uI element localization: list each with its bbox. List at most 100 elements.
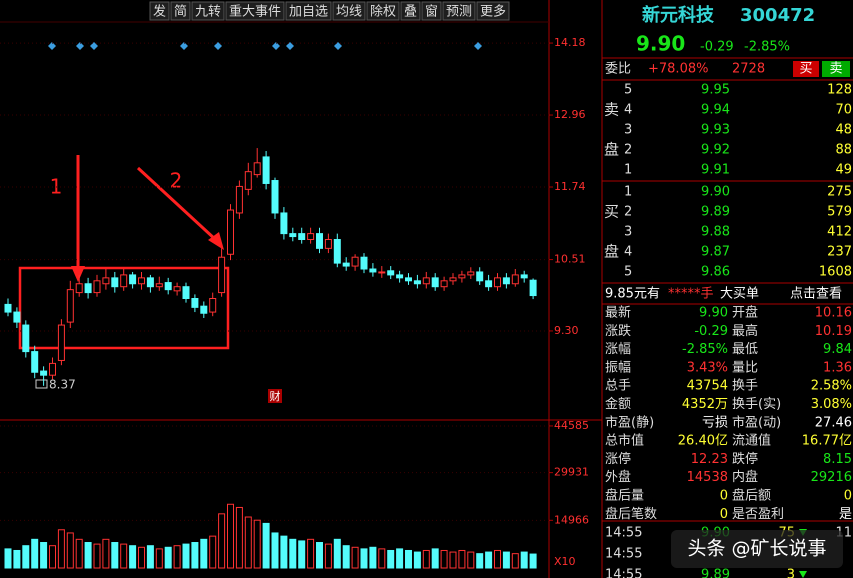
toolbar-label[interactable]: 除权 <box>370 4 396 20</box>
level: 4 <box>624 245 632 260</box>
buy-label[interactable]: 买 <box>799 62 812 77</box>
arrow-head <box>71 266 85 282</box>
volume-bar <box>182 543 190 569</box>
candle-body <box>422 277 430 285</box>
stat-value: 27.46 <box>815 415 852 430</box>
toolbar-button[interactable] <box>400 1 421 21</box>
toolbar-label[interactable]: 叠 <box>404 5 417 20</box>
toolbar-label[interactable]: 预测 <box>446 5 472 20</box>
stat-value: 43754 <box>687 379 728 394</box>
volume-bar <box>316 542 323 569</box>
candle-body <box>13 311 21 323</box>
candle-body <box>369 268 377 273</box>
sell-button[interactable] <box>822 61 850 77</box>
order-volume: 49 <box>835 163 852 178</box>
order-volume: 128 <box>827 83 852 98</box>
volume-bar <box>244 516 252 569</box>
stat-value: 0 <box>720 507 728 522</box>
volume-bar <box>84 542 92 569</box>
stat-label: 开盘 <box>732 305 758 321</box>
toolbar-label[interactable]: 九转 <box>195 5 221 20</box>
toolbar-label[interactable]: 发 <box>153 4 166 20</box>
stat-label: 金额 <box>605 396 631 412</box>
pct: -2.85% <box>744 40 790 55</box>
volume-bar <box>271 532 279 569</box>
volume-bar <box>324 543 332 569</box>
volume-bar <box>529 553 537 569</box>
candle-body <box>253 162 261 176</box>
toolbar-button[interactable] <box>476 1 510 21</box>
buy-button[interactable] <box>793 61 819 77</box>
toolbar-label[interactable]: 更多 <box>480 4 506 20</box>
volume-bar <box>235 506 243 569</box>
volume-bar <box>467 551 475 569</box>
arrow-2 <box>136 166 218 242</box>
stat-label: 量比 <box>732 360 758 375</box>
volume-bar <box>405 549 412 569</box>
volume-bar <box>289 538 297 569</box>
toolbar-button[interactable] <box>421 1 442 21</box>
volume-bar <box>494 549 501 569</box>
stat-value: 1.36 <box>823 360 852 375</box>
toolbar-button[interactable] <box>170 1 191 21</box>
sell-label[interactable]: 卖 <box>829 62 842 77</box>
order-price: 9.88 <box>701 225 730 240</box>
y-tick-label: 10.51 <box>554 253 586 266</box>
toolbar-button[interactable] <box>149 1 170 21</box>
toolbar-label[interactable]: 均线 <box>336 5 362 20</box>
volume-bar <box>102 538 110 569</box>
volume-bar <box>155 548 163 569</box>
candle-body <box>40 370 48 376</box>
candle-body <box>235 185 243 214</box>
candle-body <box>449 277 457 282</box>
candle-body <box>440 280 448 288</box>
volume-bar <box>146 545 154 569</box>
stat-label: 跌停 <box>732 451 758 467</box>
toolbar-label[interactable]: 简 <box>174 4 187 20</box>
toolbar-button[interactable] <box>442 1 476 21</box>
volume-bar <box>191 542 199 569</box>
toolbar-button[interactable] <box>332 1 366 21</box>
toolbar-label[interactable]: 重大事件 <box>229 4 281 20</box>
candle-body <box>467 271 475 276</box>
toolbar-button[interactable] <box>366 1 400 21</box>
stat-value: 10.19 <box>815 324 852 339</box>
toolbar-button[interactable] <box>285 1 332 21</box>
volume-bar <box>75 538 83 569</box>
big-order-type: 大买单 <box>720 287 759 302</box>
candle-body <box>316 233 323 249</box>
trade-time: 14:55 <box>605 568 642 578</box>
volume-bar <box>49 545 56 569</box>
volume-bar <box>13 549 21 569</box>
volume-bar <box>164 546 172 569</box>
order-volume: 275 <box>827 185 852 200</box>
candle-body <box>57 324 65 361</box>
toolbar-label[interactable]: 窗 <box>425 4 438 20</box>
candle-body <box>342 262 350 267</box>
stat-label: 总市值 <box>605 433 644 449</box>
candle-body <box>405 277 412 282</box>
annotation: 2 <box>170 169 183 193</box>
order-volume: 412 <box>827 225 852 240</box>
stat-value: 8.15 <box>823 452 852 467</box>
candle-body <box>298 233 306 241</box>
toolbar-button[interactable] <box>225 1 285 21</box>
level: 5 <box>624 265 632 280</box>
ratio-label: 委比 <box>605 62 631 77</box>
big-order-stars: *****手 <box>668 287 714 302</box>
toolbar-button[interactable] <box>191 1 225 21</box>
volume-bar <box>422 549 430 569</box>
volume-bar <box>280 535 288 569</box>
candle-body <box>413 280 421 285</box>
toolbar-label[interactable]: 加自选 <box>289 5 328 20</box>
candle-body <box>191 298 199 308</box>
order-price: 9.86 <box>701 265 730 280</box>
y-tick-label: 9.30 <box>554 324 579 337</box>
candle-body <box>520 274 528 279</box>
big-order-link[interactable]: 点击查看 <box>790 286 842 302</box>
candle-body <box>138 277 145 285</box>
level: 5 <box>624 83 632 98</box>
order-price: 9.95 <box>701 83 730 98</box>
stat-value: 2.58% <box>811 379 852 394</box>
